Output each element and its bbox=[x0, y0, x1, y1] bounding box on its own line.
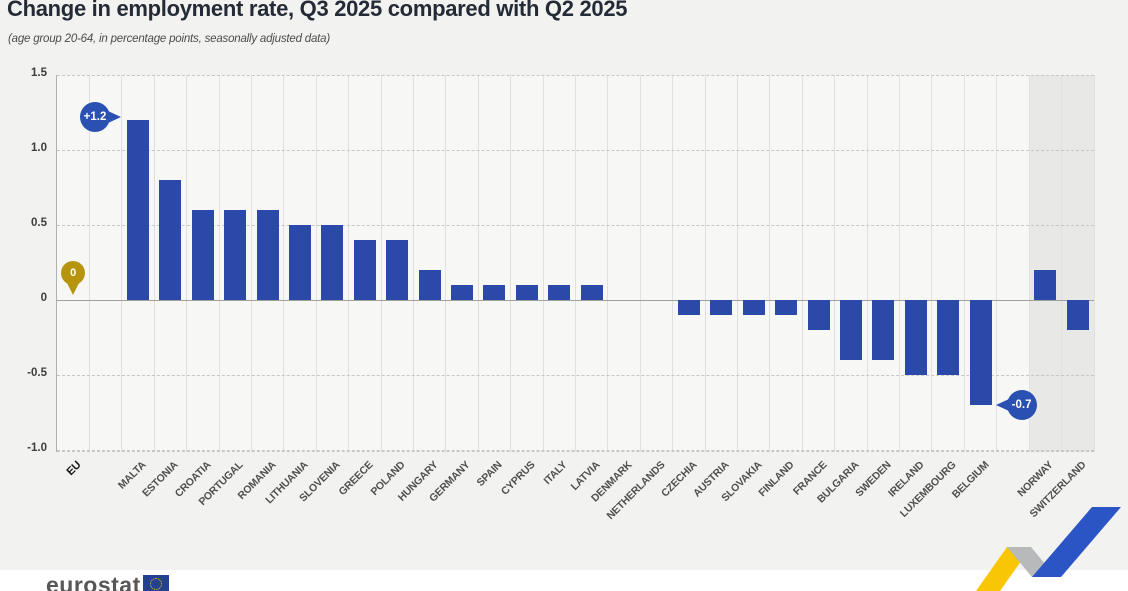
vertical-gridline bbox=[899, 75, 901, 452]
bar bbox=[775, 300, 798, 315]
vertical-gridline bbox=[88, 75, 90, 452]
y-axis-tick-label: 1.5 bbox=[31, 67, 47, 79]
vertical-gridline bbox=[250, 75, 252, 452]
bar bbox=[742, 300, 765, 315]
footer-strip: eurostat bbox=[0, 570, 1128, 591]
vertical-gridline bbox=[542, 75, 544, 452]
bar bbox=[1066, 300, 1089, 330]
bar bbox=[418, 270, 441, 300]
zero-line bbox=[57, 300, 1094, 301]
plot-bottom-border bbox=[57, 451, 1094, 452]
bar bbox=[904, 300, 927, 375]
bar bbox=[969, 300, 992, 405]
bar bbox=[807, 300, 830, 330]
bar bbox=[872, 300, 895, 360]
vertical-gridline bbox=[963, 75, 965, 452]
vertical-gridline bbox=[283, 75, 285, 452]
horizontal-gridline bbox=[57, 75, 1094, 76]
vertical-gridline bbox=[931, 75, 933, 452]
vertical-gridline bbox=[218, 75, 220, 452]
bar bbox=[710, 300, 733, 315]
horizontal-gridline bbox=[57, 450, 1094, 451]
vertical-gridline bbox=[121, 75, 123, 452]
bar bbox=[321, 225, 344, 300]
y-axis-tick-label: -0.5 bbox=[27, 367, 47, 379]
eu-flag-icon bbox=[143, 575, 169, 591]
horizontal-gridline bbox=[57, 375, 1094, 376]
bar bbox=[191, 210, 214, 300]
bar bbox=[483, 285, 506, 300]
vertical-gridline bbox=[477, 75, 479, 452]
y-axis-tick-label: 1.0 bbox=[31, 142, 47, 154]
vertical-gridline bbox=[737, 75, 739, 452]
vertical-gridline bbox=[704, 75, 706, 452]
vertical-gridline bbox=[186, 75, 188, 452]
bar bbox=[451, 285, 474, 300]
chart-subtitle: (age group 20-64, in percentage points, … bbox=[8, 33, 331, 45]
y-axis-line bbox=[56, 75, 57, 452]
eurostat-logo: eurostat bbox=[46, 572, 141, 591]
vertical-gridline bbox=[834, 75, 836, 452]
y-axis-tick-label: 0 bbox=[40, 292, 47, 304]
value-badge: -0.7 bbox=[1006, 390, 1037, 420]
vertical-gridline bbox=[866, 75, 868, 452]
bar bbox=[353, 240, 376, 300]
vertical-gridline bbox=[1093, 75, 1095, 452]
vertical-gridline bbox=[510, 75, 512, 452]
horizontal-gridline bbox=[57, 150, 1094, 151]
bar bbox=[289, 225, 312, 300]
vertical-gridline bbox=[672, 75, 674, 452]
badge-tail bbox=[995, 399, 1009, 411]
vertical-gridline bbox=[445, 75, 447, 452]
bar bbox=[677, 300, 700, 315]
vertical-gridline bbox=[607, 75, 609, 452]
y-axis-tick-label: -1.0 bbox=[27, 442, 47, 454]
horizontal-gridline bbox=[57, 225, 1094, 226]
value-badge: 0 bbox=[61, 261, 86, 285]
value-badge: +1.2 bbox=[80, 102, 111, 132]
plot-area bbox=[57, 75, 1095, 452]
bar bbox=[937, 300, 960, 375]
bar bbox=[515, 285, 538, 300]
zigzag-decoration-icon bbox=[976, 507, 1121, 591]
vertical-gridline bbox=[639, 75, 641, 452]
y-axis-tick-label: 0.5 bbox=[31, 217, 47, 229]
bar bbox=[127, 120, 150, 300]
highlight-column bbox=[1029, 75, 1062, 452]
vertical-gridline bbox=[801, 75, 803, 452]
vertical-gridline bbox=[153, 75, 155, 452]
bar bbox=[839, 300, 862, 360]
bar bbox=[256, 210, 279, 300]
highlight-column bbox=[1061, 75, 1094, 452]
vertical-gridline bbox=[1061, 75, 1063, 452]
bar bbox=[1034, 270, 1057, 300]
vertical-gridline bbox=[412, 75, 414, 452]
vertical-gridline bbox=[380, 75, 382, 452]
badge-tail bbox=[108, 111, 122, 123]
vertical-gridline bbox=[575, 75, 576, 452]
vertical-gridline bbox=[315, 75, 317, 452]
vertical-gridline bbox=[1028, 75, 1030, 452]
bar bbox=[159, 180, 182, 300]
bar bbox=[224, 210, 247, 300]
vertical-gridline bbox=[348, 75, 350, 452]
vertical-gridline bbox=[996, 75, 998, 452]
bar bbox=[548, 285, 571, 300]
bar bbox=[386, 240, 409, 300]
chart-title: Change in employment rate, Q3 2025 compa… bbox=[7, 0, 628, 21]
bar bbox=[580, 285, 603, 300]
vertical-gridline bbox=[769, 75, 771, 452]
badge-tail bbox=[67, 283, 80, 295]
